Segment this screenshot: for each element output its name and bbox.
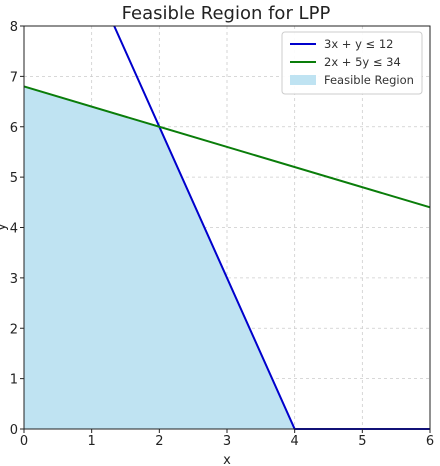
legend: 3x + y ≤ 12 2x + 5y ≤ 34 Feasible Region — [281, 31, 423, 95]
x-tick-label: 6 — [426, 434, 434, 449]
y-tick-label: 1 — [10, 373, 18, 388]
y-tick-label: 3 — [10, 272, 18, 287]
legend-label-2: 2x + 5y ≤ 34 — [324, 55, 401, 69]
legend-label-3: Feasible Region — [324, 73, 414, 87]
y-tick-label: 7 — [10, 70, 18, 85]
x-tick-label: 4 — [291, 434, 299, 449]
ticks: 0 1 2 3 4 5 6 0 1 2 3 4 5 6 7 8 — [10, 20, 434, 449]
y-tick-label: 0 — [10, 423, 18, 438]
y-tick-label: 2 — [10, 322, 18, 337]
x-tick-label: 2 — [155, 434, 163, 449]
y-tick-label: 6 — [10, 121, 18, 136]
y-tick-label: 8 — [10, 20, 18, 35]
x-tick-label: 3 — [223, 434, 231, 449]
legend-box — [281, 31, 423, 95]
y-tick-label: 5 — [10, 171, 18, 186]
x-tick-label: 1 — [88, 434, 96, 449]
x-axis-label: x — [223, 453, 231, 466]
chart-title: Feasible Region for LPP — [122, 3, 331, 24]
legend-swatch-3 — [290, 75, 316, 85]
y-tick-label: 4 — [10, 222, 18, 237]
x-tick-label: 5 — [358, 434, 366, 449]
constraint-line-2 — [23, 85, 431, 209]
y-axis-label: y — [0, 223, 9, 231]
feasible-region-area — [24, 86, 295, 429]
area-layer — [24, 86, 295, 429]
legend-label-1: 3x + y ≤ 12 — [324, 37, 393, 51]
x-tick-label: 0 — [20, 434, 28, 449]
